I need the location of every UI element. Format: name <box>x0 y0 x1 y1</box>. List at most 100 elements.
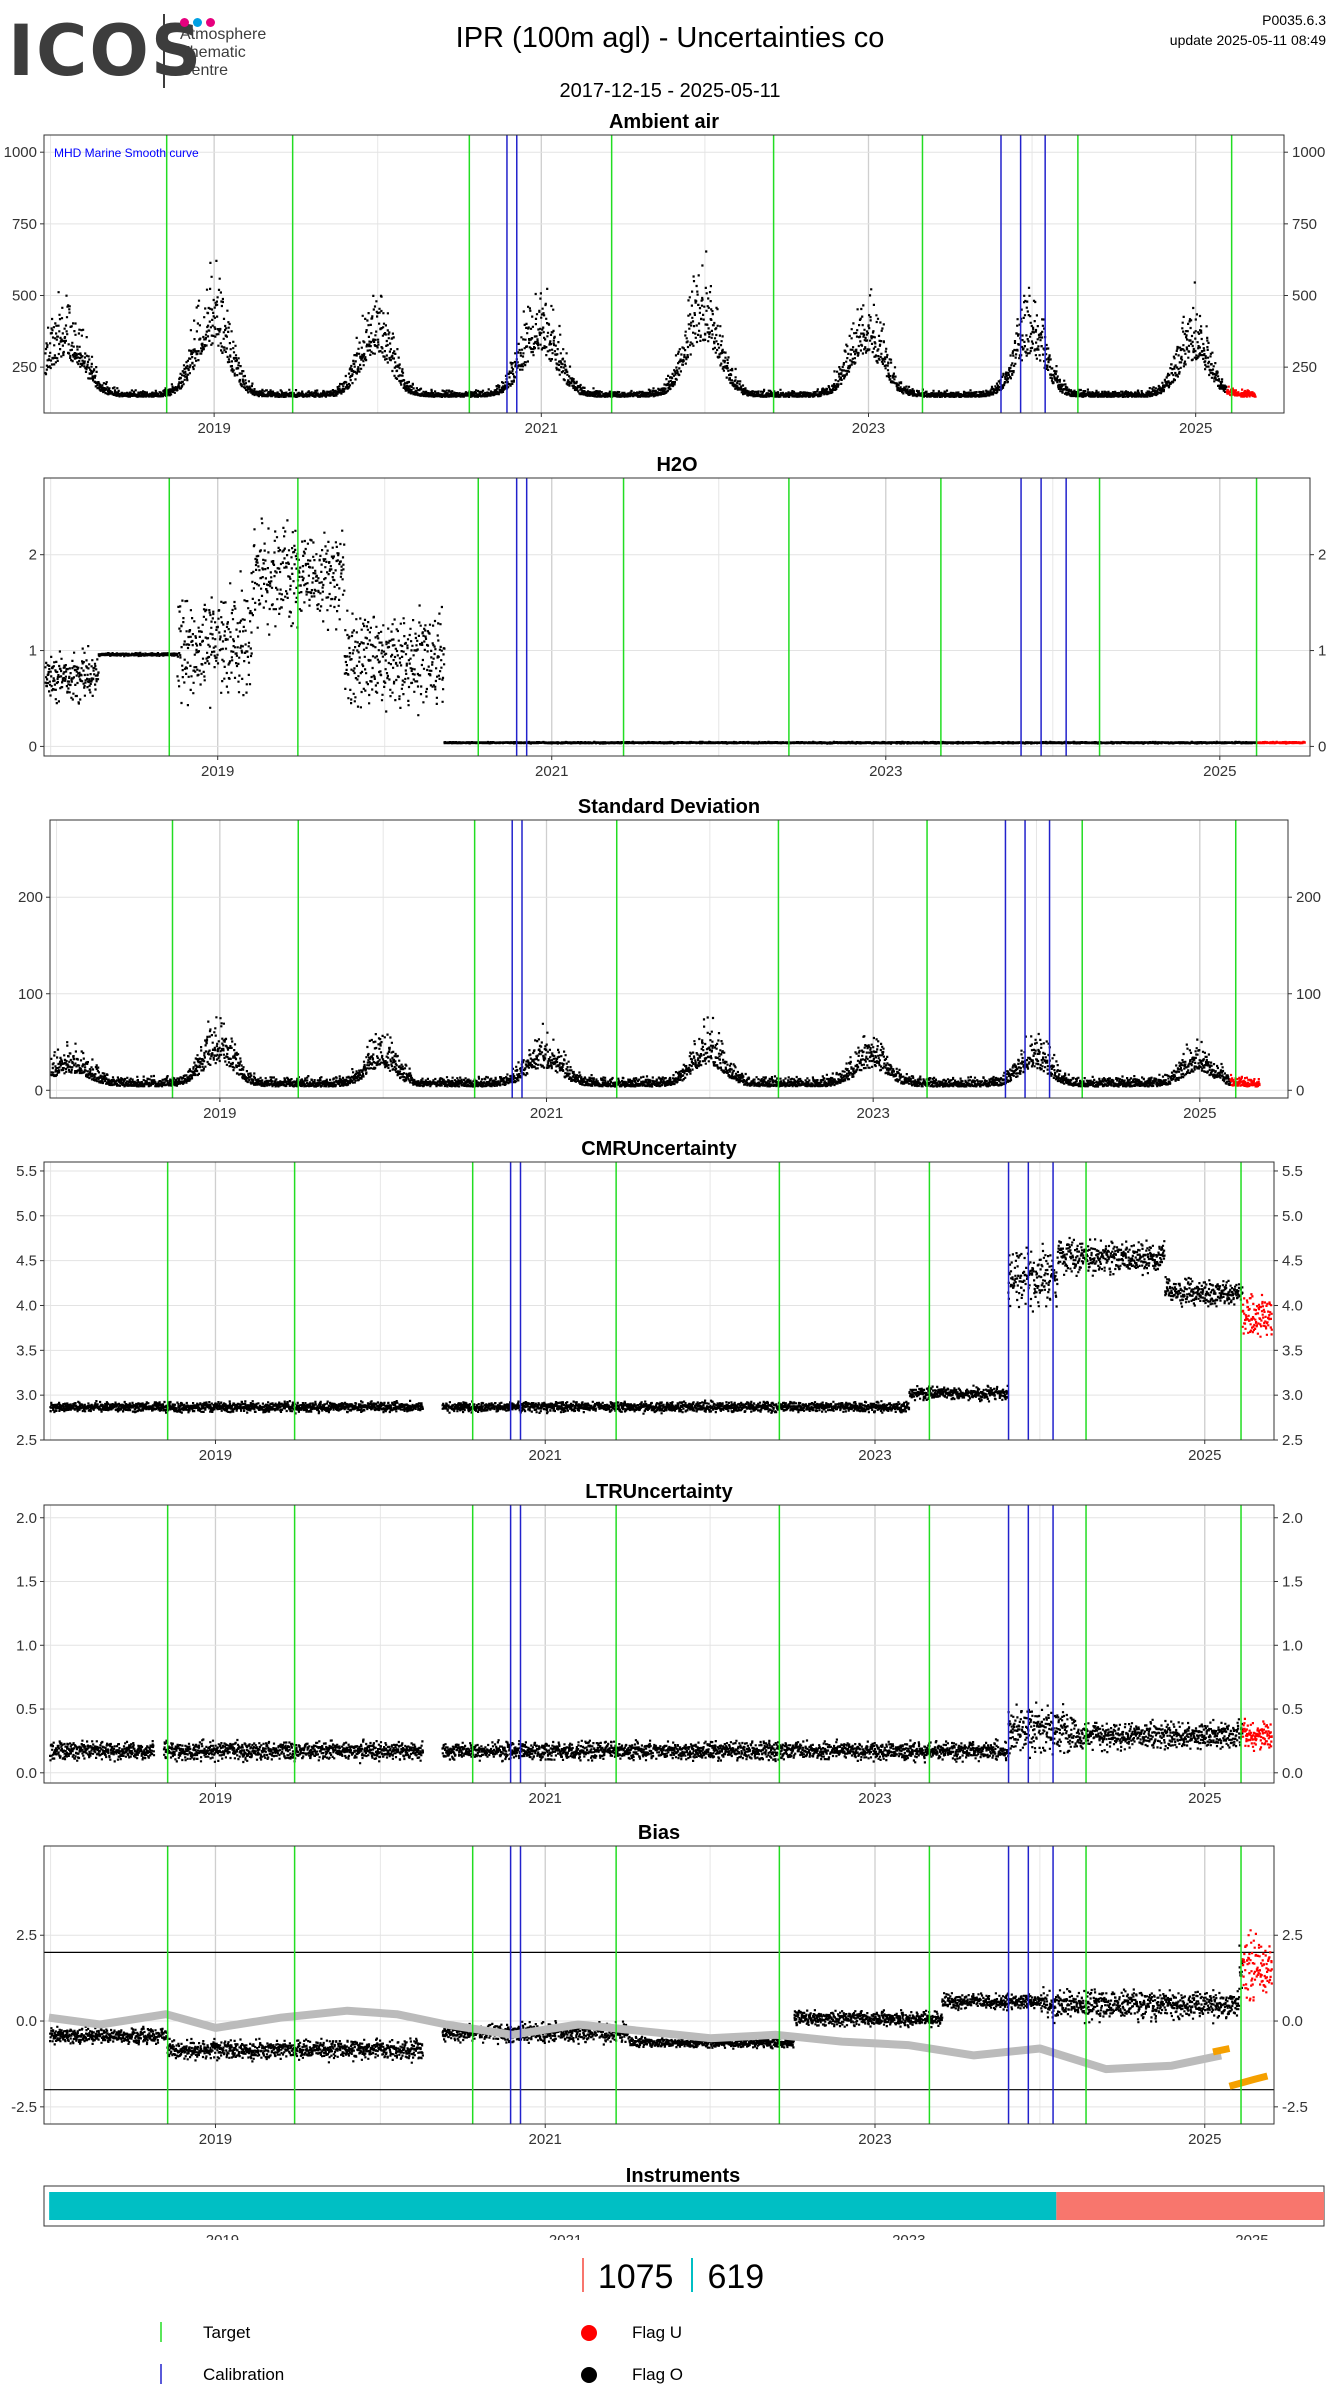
flag-o-points <box>50 1016 1232 1088</box>
count-a-marker <box>581 2258 584 2292</box>
legend-target-marker <box>160 2322 162 2342</box>
icos-logo-word: ICOS <box>8 10 204 92</box>
data-points <box>49 1701 1273 1765</box>
logo-dots <box>180 14 219 27</box>
x-tick-label: 2023 <box>858 1447 891 1464</box>
x-tick-label: 2021 <box>529 1447 562 1464</box>
x-tick-label: 2023 <box>858 2131 891 2148</box>
x-tick-label: 2019 <box>199 1447 232 1464</box>
x-tick-label: 2021 <box>529 2131 562 2148</box>
instrument-counts: 1075 619 <box>0 2258 1340 2297</box>
chart-panel-1: H2O 0 0 1 1 2 2 2019 2021 2023 2025 <box>29 454 1327 780</box>
y-tick-label-right: 2 <box>1318 547 1326 564</box>
legend-target: Target <box>203 2323 251 2342</box>
version-label: P0035.6.3 <box>1262 12 1326 28</box>
legend-flag-u: Flag U <box>632 2323 683 2342</box>
x-tick-label: 2023 <box>856 1105 889 1122</box>
y-tick-label-left: 200 <box>18 889 43 906</box>
chart-panel-5: Bias -2.5 -2.5 0.0 0.0 2.5 2.5 2019 2021 2023 2025 <box>11 1822 1308 2148</box>
flag-o-points <box>49 1236 1244 1415</box>
y-tick-label-left: 4.0 <box>16 1297 37 1314</box>
y-tick-label-left: 0.0 <box>16 2013 37 2030</box>
y-tick-label-left: 1.5 <box>16 1574 37 1591</box>
x-tick-label: 2025 <box>1183 1105 1216 1122</box>
y-tick-label-right: 2.5 <box>1282 1432 1303 1449</box>
flag-o-points <box>44 250 1228 398</box>
y-tick-label-right: 5.0 <box>1282 1208 1303 1225</box>
chart-panel-0: Ambient air 250 250 500 500 750 750 1000 1000 201… <box>4 111 1326 437</box>
y-tick-label-right: 1 <box>1318 643 1326 660</box>
chart-frame <box>49 819 1289 1099</box>
y-tick-label-right: 2.5 <box>1282 1927 1303 1944</box>
y-tick-label-left: 1000 <box>4 144 37 161</box>
legend-flag-o-marker <box>581 2367 597 2383</box>
x-tick-label: 2025 <box>1203 763 1236 780</box>
chart-title: Standard Deviation <box>578 796 760 818</box>
y-tick-label-left: 750 <box>12 216 37 233</box>
logo-line-1: Atmosphere <box>180 26 267 43</box>
chart-title: H2O <box>656 454 697 476</box>
y-tick-label-right: 1.0 <box>1282 1637 1303 1654</box>
y-tick-label-left: 1.0 <box>16 1637 37 1654</box>
data-points <box>50 1016 1261 1088</box>
instruments-panel: Instruments 2019 2021 2023 2025 <box>43 2165 1325 2240</box>
count-b: 619 <box>707 2258 765 2296</box>
instrument-range <box>1056 2192 1324 2220</box>
legend-calibration: Calibration <box>203 2365 285 2384</box>
x-tick-label: 2021 <box>525 420 558 437</box>
logo-line-3: Centre <box>180 62 229 79</box>
flag-u-points <box>1229 1073 1261 1088</box>
y-tick-label-right: 500 <box>1292 287 1317 304</box>
y-tick-label-left: 3.0 <box>16 1387 37 1404</box>
instruments-title: Instruments <box>626 2165 740 2187</box>
chart-frame <box>43 477 1311 757</box>
logo-text: Atmosphere Thematic Centre <box>180 26 266 80</box>
y-tick-label-left: 1 <box>29 643 37 660</box>
instruments-x-tick-label: 2025 <box>1235 2232 1268 2240</box>
chart-frame <box>43 1845 1275 2125</box>
y-tick-label-left: 5.5 <box>16 1163 37 1180</box>
y-tick-label-right: 1000 <box>1292 144 1325 161</box>
chart-frame <box>43 134 1285 414</box>
x-tick-label: 2021 <box>529 1790 562 1807</box>
legend-calibration-marker <box>160 2364 162 2384</box>
x-tick-label: 2019 <box>201 763 234 780</box>
chart-frame <box>43 1161 1275 1441</box>
chart-panel-4: LTRUncertainty 0.0 0.0 0.5 0.5 1.0 1.0 1.5 1.5 2.… <box>16 1481 1303 1807</box>
x-tick-label: 2025 <box>1188 1447 1221 1464</box>
logo-line-2: Thematic <box>180 44 246 61</box>
x-tick-label: 2021 <box>530 1105 563 1122</box>
flag-u-points <box>1241 1929 1273 2002</box>
instruments-x-tick-label: 2021 <box>549 2232 582 2240</box>
y-tick-label-left: 3.5 <box>16 1342 37 1359</box>
count-a: 1075 <box>597 2258 674 2296</box>
y-tick-label-right: 3.5 <box>1282 1342 1303 1359</box>
x-tick-label: 2025 <box>1179 420 1212 437</box>
chart-title: CMRUncertainty <box>581 1138 737 1160</box>
chart-title: LTRUncertainty <box>585 1481 733 1503</box>
chart-frame <box>43 1504 1275 1784</box>
y-tick-label-right: -2.5 <box>1282 2099 1308 2116</box>
y-tick-label-left: 0 <box>29 738 37 755</box>
y-tick-label-right: 0.0 <box>1282 1765 1303 1782</box>
legend-flag-u-marker <box>581 2325 597 2341</box>
data-points <box>44 517 1306 745</box>
y-tick-label-right: 4.5 <box>1282 1253 1303 1270</box>
y-tick-label-left: 2 <box>29 547 37 564</box>
smooth-curve <box>48 2006 1223 2074</box>
y-tick-label-right: 1.5 <box>1282 1574 1303 1591</box>
flag-u-points <box>1225 385 1257 398</box>
y-tick-label-left: 5.0 <box>16 1208 37 1225</box>
chart-panel-3: CMRUncertainty 2.5 2.5 3.0 3.0 3.5 3.5 4.0 4.0 4.… <box>16 1138 1303 1464</box>
y-tick-label-left: 0.5 <box>16 1701 37 1718</box>
orange-curve <box>1228 2072 1269 2090</box>
chart-annotation: MHD Marine Smooth curve <box>54 146 199 160</box>
logo-divider <box>163 14 165 88</box>
flag-u-points <box>1241 1293 1273 1338</box>
x-tick-label: 2019 <box>199 1790 232 1807</box>
data-points <box>44 250 1257 398</box>
y-tick-label-right: 3.0 <box>1282 1387 1303 1404</box>
x-tick-label: 2019 <box>199 2131 232 2148</box>
date-range: 2017-12-15 - 2025-05-11 <box>559 80 781 102</box>
